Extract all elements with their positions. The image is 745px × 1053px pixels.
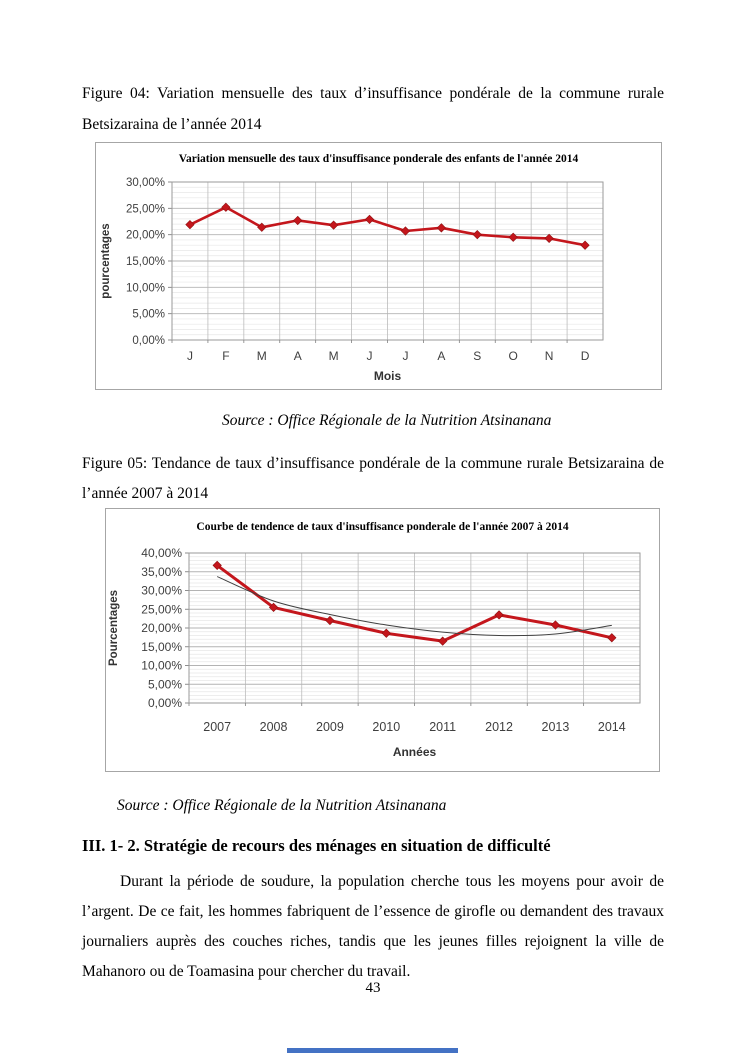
figure04-caption: Figure 04: Variation mensuelle des taux … bbox=[82, 85, 664, 133]
svg-text:25,00%: 25,00% bbox=[126, 203, 165, 215]
svg-text:J: J bbox=[402, 349, 408, 363]
svg-text:0,00%: 0,00% bbox=[148, 696, 182, 710]
svg-text:Mois: Mois bbox=[374, 369, 402, 383]
page-number: 43 bbox=[365, 980, 381, 996]
figure05-chart: 0,00% 5,00% 10,00% 15,00% 20,00% 25,00% 30,00%… bbox=[105, 508, 660, 772]
svg-text:2011: 2011 bbox=[429, 720, 456, 734]
svg-text:Années: Années bbox=[393, 745, 437, 759]
svg-text:Variation mensuelle des taux d: Variation mensuelle des taux d'insuffisa… bbox=[179, 153, 579, 165]
svg-text:pourcentages: pourcentages bbox=[100, 223, 112, 298]
svg-text:30,00%: 30,00% bbox=[126, 177, 165, 189]
svg-text:2013: 2013 bbox=[542, 720, 570, 734]
figure05-source-note: Source : Office Régionale de la Nutritio… bbox=[117, 797, 447, 814]
svg-text:M: M bbox=[257, 349, 267, 363]
svg-text:5,00%: 5,00% bbox=[148, 677, 182, 691]
svg-text:A: A bbox=[437, 349, 445, 363]
figure04-source-note: Source : Office Régionale de la Nutritio… bbox=[222, 412, 552, 429]
figure05-caption: Figure 05: Tendance de taux d’insuffisan… bbox=[82, 455, 664, 502]
svg-text:Courbe de tendence de taux d'i: Courbe de tendence de taux d'insuffisanc… bbox=[196, 521, 568, 533]
svg-text:5,00%: 5,00% bbox=[132, 309, 165, 321]
svg-text:30,00%: 30,00% bbox=[141, 584, 182, 598]
svg-text:25,00%: 25,00% bbox=[141, 602, 182, 616]
svg-text:2010: 2010 bbox=[372, 720, 400, 734]
svg-text:40,00%: 40,00% bbox=[141, 546, 182, 560]
svg-text:O: O bbox=[509, 349, 518, 363]
svg-text:15,00%: 15,00% bbox=[126, 256, 165, 268]
svg-text:S: S bbox=[473, 349, 481, 363]
svg-text:10,00%: 10,00% bbox=[141, 659, 182, 673]
svg-text:0,00%: 0,00% bbox=[132, 335, 165, 347]
svg-text:2007: 2007 bbox=[203, 720, 231, 734]
svg-text:Pourcentages: Pourcentages bbox=[108, 590, 120, 666]
svg-text:2009: 2009 bbox=[316, 720, 344, 734]
svg-text:2008: 2008 bbox=[260, 720, 288, 734]
svg-text:35,00%: 35,00% bbox=[141, 565, 182, 579]
svg-text:J: J bbox=[187, 349, 193, 363]
body-paragraph: Durant la période de soudure, la populat… bbox=[82, 873, 664, 980]
svg-text:J: J bbox=[367, 349, 373, 363]
svg-text:N: N bbox=[545, 349, 554, 363]
section-heading: III. 1- 2. Stratégie de recours des ména… bbox=[82, 836, 551, 855]
figure04-chart: 0,00% 5,00% 10,00% 15,00% 20,00% 25,00% 30,00%… bbox=[95, 142, 662, 390]
svg-text:20,00%: 20,00% bbox=[126, 230, 165, 242]
svg-text:A: A bbox=[294, 349, 302, 363]
svg-text:20,00%: 20,00% bbox=[141, 621, 182, 635]
svg-text:2012: 2012 bbox=[485, 720, 513, 734]
svg-text:15,00%: 15,00% bbox=[141, 640, 182, 654]
svg-text:D: D bbox=[581, 349, 590, 363]
svg-text:M: M bbox=[329, 349, 339, 363]
bottom-blue-bar bbox=[287, 1048, 458, 1053]
svg-text:10,00%: 10,00% bbox=[126, 282, 165, 294]
svg-text:F: F bbox=[222, 349, 229, 363]
svg-text:2014: 2014 bbox=[598, 720, 626, 734]
